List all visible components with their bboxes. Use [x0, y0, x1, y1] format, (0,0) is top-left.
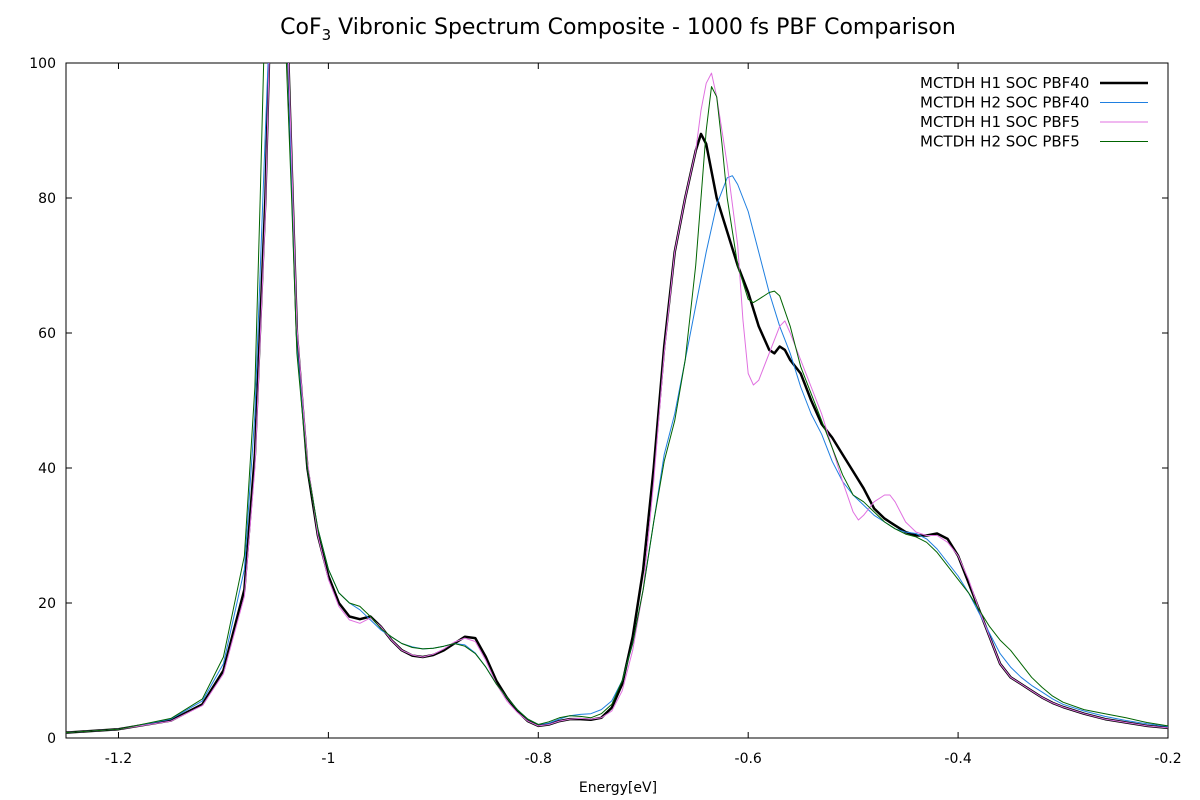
series-lines: [66, 63, 1168, 734]
plot-frame: [65, 62, 1169, 739]
series-line-4: [66, 63, 1168, 734]
x-tick-label: -0.2: [1154, 751, 1181, 767]
chart-title-rest: Vibronic Spectrum Composite - 1000 fs PB…: [331, 15, 956, 40]
legend-label: MCTDH H2 SOC PBF40: [920, 94, 1089, 112]
series-line-3: [66, 63, 1168, 734]
chart-title-subscript: 3: [322, 26, 332, 44]
x-tick-label: -0.6: [735, 751, 762, 767]
legend-label: MCTDH H2 SOC PBF5: [920, 133, 1080, 151]
x-tick-label: -0.4: [944, 751, 971, 767]
x-axis-label: Energy[eV]: [579, 780, 657, 796]
y-tick-label: 80: [38, 191, 56, 207]
x-tick-label: -1.2: [105, 751, 132, 767]
chart-title: CoF3 Vibronic Spectrum Composite - 1000 …: [280, 15, 956, 44]
y-tick-label: 20: [38, 596, 56, 612]
y-tick-label: 60: [38, 326, 56, 342]
x-tick-label: -0.8: [525, 751, 552, 767]
y-tick-label: 100: [29, 56, 56, 72]
legend-label: MCTDH H1 SOC PBF40: [920, 74, 1089, 92]
legend-label: MCTDH H1 SOC PBF5: [920, 113, 1080, 131]
axes: -1.2 -1 -0.8 -0.6 -0.4 -0.2 0 20 40 60 80 100: [29, 56, 1181, 767]
x-tick-label: -1: [321, 751, 335, 767]
y-tick-label: 0: [47, 731, 56, 747]
y-tick-label: 40: [38, 461, 56, 477]
series-line-1: [66, 63, 1168, 734]
chart-title-main: CoF: [280, 15, 321, 40]
